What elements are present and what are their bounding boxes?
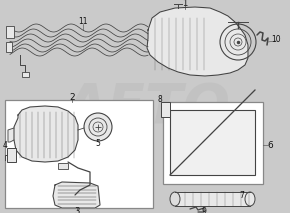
Bar (6, 42, 12, 52)
Text: 1: 1 (182, 0, 188, 7)
Text: 7: 7 (240, 191, 244, 200)
Polygon shape (14, 106, 78, 162)
Text: 5: 5 (96, 140, 100, 148)
Text: 6: 6 (267, 141, 273, 150)
Text: 4: 4 (3, 141, 8, 150)
Ellipse shape (245, 192, 255, 206)
Text: 2: 2 (69, 92, 75, 102)
Polygon shape (53, 182, 100, 208)
Text: 3: 3 (74, 207, 80, 213)
Polygon shape (8, 128, 14, 142)
Bar (161, 102, 170, 117)
Polygon shape (147, 7, 248, 76)
Bar (163, 102, 263, 184)
Text: 9: 9 (202, 207, 206, 213)
Text: АЕТО: АЕТО (65, 81, 231, 135)
Bar (5, 100, 153, 208)
Ellipse shape (170, 192, 180, 206)
Bar (22, 72, 29, 77)
Bar (170, 110, 255, 175)
Text: 10: 10 (271, 36, 281, 45)
Bar (175, 192, 250, 206)
Bar (7, 148, 16, 162)
Bar (58, 163, 68, 169)
Circle shape (84, 113, 112, 141)
Text: 11: 11 (78, 17, 88, 26)
Bar (6, 26, 14, 38)
Text: 8: 8 (158, 95, 162, 104)
